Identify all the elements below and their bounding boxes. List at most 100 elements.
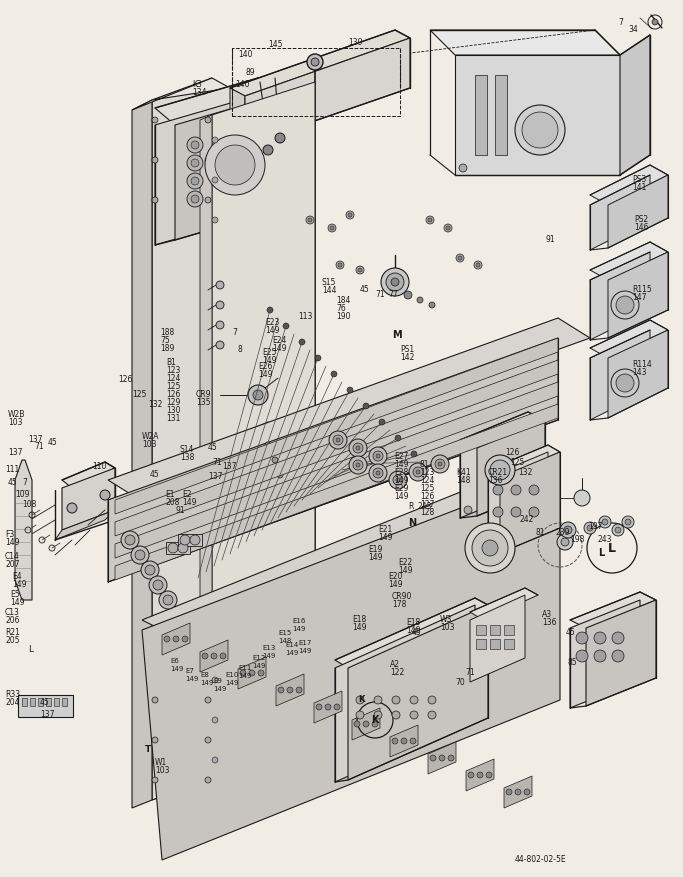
Text: 103: 103	[8, 418, 23, 427]
Circle shape	[363, 403, 369, 409]
Polygon shape	[335, 598, 488, 668]
Circle shape	[616, 296, 634, 314]
Circle shape	[191, 177, 199, 185]
Text: 204: 204	[5, 698, 20, 707]
Circle shape	[180, 535, 190, 545]
Circle shape	[334, 704, 340, 710]
Text: 109: 109	[15, 490, 29, 499]
Text: W2A: W2A	[142, 432, 160, 441]
Text: 188: 188	[160, 328, 174, 337]
Text: 128: 128	[420, 508, 434, 517]
Text: 149: 149	[5, 538, 20, 547]
Text: 137: 137	[8, 448, 23, 457]
Text: 127: 127	[420, 500, 434, 509]
Polygon shape	[132, 100, 152, 808]
Circle shape	[353, 443, 363, 453]
Text: 113: 113	[298, 312, 312, 321]
Circle shape	[348, 213, 352, 217]
Circle shape	[493, 485, 503, 495]
Circle shape	[369, 447, 387, 465]
Bar	[46, 698, 51, 706]
Text: 146: 146	[634, 223, 648, 232]
Circle shape	[205, 197, 211, 203]
Circle shape	[363, 721, 369, 727]
Circle shape	[168, 543, 178, 553]
Text: 149: 149	[262, 356, 277, 365]
Text: 126: 126	[420, 492, 434, 501]
Circle shape	[392, 711, 400, 719]
Text: E10: E10	[225, 672, 238, 678]
Polygon shape	[132, 78, 230, 110]
Text: 75: 75	[160, 336, 170, 345]
Circle shape	[152, 117, 158, 123]
Text: E23: E23	[265, 318, 279, 327]
Polygon shape	[488, 452, 548, 555]
Text: 143: 143	[632, 368, 647, 377]
Bar	[38, 698, 43, 706]
Circle shape	[287, 687, 293, 693]
Text: 139: 139	[348, 38, 363, 47]
Polygon shape	[590, 165, 668, 205]
Text: A3: A3	[542, 610, 552, 619]
Text: 85: 85	[568, 658, 578, 667]
Bar	[490, 639, 500, 649]
Polygon shape	[488, 445, 560, 477]
Text: 70: 70	[455, 678, 464, 687]
Circle shape	[331, 371, 337, 377]
Circle shape	[476, 263, 480, 267]
Circle shape	[125, 535, 135, 545]
Text: 207: 207	[5, 560, 20, 569]
Circle shape	[152, 157, 158, 163]
Text: 137: 137	[208, 472, 223, 481]
Bar	[490, 625, 500, 635]
Circle shape	[446, 226, 450, 230]
Circle shape	[472, 530, 508, 566]
Text: 7: 7	[232, 328, 237, 337]
Text: 243: 243	[418, 502, 432, 511]
Text: 149: 149	[225, 680, 238, 686]
Polygon shape	[238, 422, 278, 442]
Text: K: K	[358, 695, 364, 704]
Polygon shape	[348, 605, 488, 780]
Text: CR90: CR90	[392, 592, 413, 601]
Circle shape	[205, 157, 211, 163]
Text: 149: 149	[238, 673, 251, 679]
Text: 140: 140	[235, 80, 249, 89]
Text: 76: 76	[336, 304, 346, 313]
Text: T: T	[145, 745, 151, 754]
Circle shape	[391, 278, 399, 286]
Polygon shape	[178, 534, 202, 546]
Text: 149: 149	[213, 686, 226, 692]
Circle shape	[404, 291, 412, 299]
Polygon shape	[570, 600, 640, 708]
Circle shape	[277, 472, 283, 478]
Circle shape	[372, 721, 378, 727]
Circle shape	[428, 218, 432, 222]
Circle shape	[145, 565, 155, 575]
Text: 149: 149	[182, 498, 197, 507]
Bar	[495, 75, 507, 155]
Circle shape	[191, 159, 199, 167]
Polygon shape	[460, 412, 545, 448]
Text: 71: 71	[465, 668, 475, 677]
Circle shape	[426, 216, 434, 224]
Circle shape	[216, 341, 224, 349]
Circle shape	[611, 291, 639, 319]
Polygon shape	[590, 252, 650, 340]
Circle shape	[373, 468, 383, 478]
Circle shape	[468, 772, 474, 778]
Polygon shape	[620, 35, 650, 175]
Circle shape	[373, 451, 383, 461]
Polygon shape	[162, 623, 190, 655]
Circle shape	[416, 470, 420, 474]
Circle shape	[205, 737, 211, 743]
Circle shape	[439, 755, 445, 761]
Circle shape	[131, 546, 149, 564]
Text: A2: A2	[390, 660, 400, 669]
Text: C14: C14	[5, 552, 20, 561]
Text: 71: 71	[34, 442, 44, 451]
Circle shape	[602, 519, 608, 525]
Circle shape	[381, 268, 409, 296]
Circle shape	[121, 531, 139, 549]
Circle shape	[258, 670, 264, 676]
